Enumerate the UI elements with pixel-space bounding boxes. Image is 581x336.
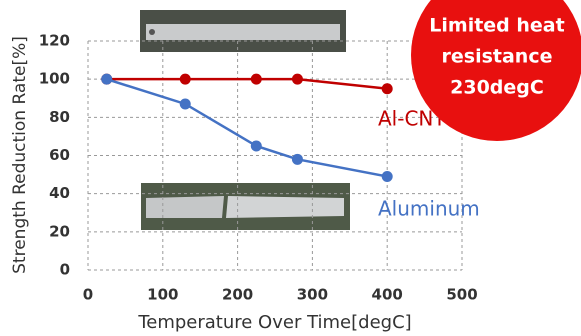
data-point [291,73,303,85]
y-axis-label: Strength Reduction Rate[%] [10,36,30,274]
photo-top [140,10,346,52]
y-tick-label: 0 [60,261,70,279]
series-line [106,77,388,178]
data-point [250,140,262,152]
data-point [291,153,303,165]
annotation: resistance [442,46,553,68]
y-tick-label: 40 [49,184,70,202]
data-point [101,73,113,85]
series-line [106,77,388,90]
series-label: Aluminum [378,197,480,221]
annotation: 230degC [450,77,544,99]
photo-bottom [141,183,350,230]
x-tick-label: 100 [147,286,178,304]
y-tick-label: 100 [39,70,70,88]
data-point [179,98,191,110]
annotation: Limited heat [429,15,564,37]
y-tick-label: 80 [49,108,70,126]
x-tick-label: 200 [222,286,253,304]
y-tick-label: 20 [49,222,70,240]
y-tick-label: 120 [39,32,70,50]
y-tick-label: 60 [49,146,70,164]
x-axis-label: Temperature Over Time[degC] [137,312,411,333]
x-tick-label: 300 [297,286,328,304]
data-point [381,83,393,95]
data-point [179,73,191,85]
x-tick-label: 500 [446,286,477,304]
annotation-bubble [411,0,581,141]
data-point [381,170,393,182]
data-point [250,73,262,85]
x-tick-label: 0 [83,286,93,304]
x-tick-label: 400 [372,286,403,304]
